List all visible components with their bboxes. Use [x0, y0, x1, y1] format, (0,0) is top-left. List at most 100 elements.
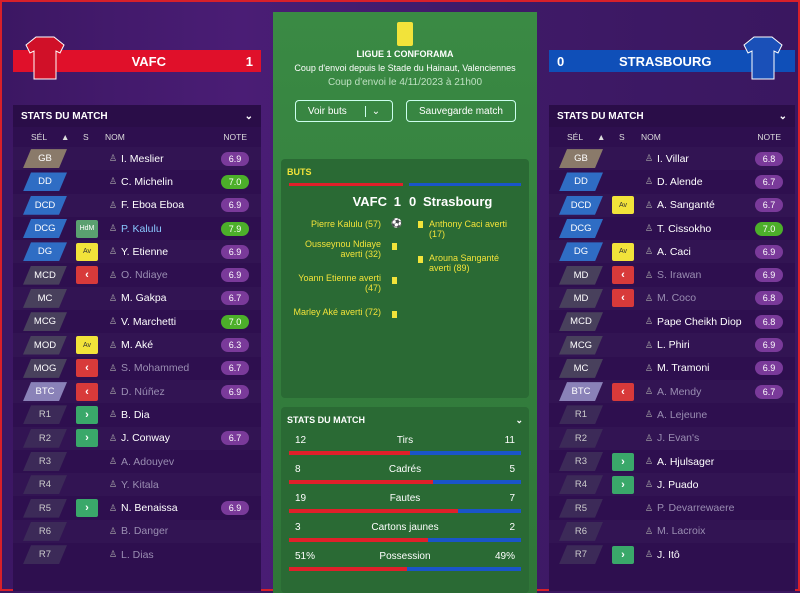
player-name[interactable]: S. Irawan: [657, 269, 702, 282]
player-row[interactable]: R7 › ♙ J. Itô: [549, 543, 795, 566]
player-name[interactable]: L. Phiri: [657, 339, 690, 352]
position-badge[interactable]: R6: [23, 522, 67, 541]
position-badge[interactable]: DG: [559, 242, 603, 261]
player-name[interactable]: A. Adouyev: [121, 455, 175, 468]
col-nom[interactable]: NOM: [641, 132, 661, 142]
player-row[interactable]: MD ‹ ♙ M. Coco 6.8: [549, 287, 795, 310]
player-row[interactable]: MCD ‹ ♙ O. Ndiaye 6.9: [13, 263, 261, 286]
position-badge[interactable]: GB: [559, 149, 603, 168]
position-badge[interactable]: R7: [559, 545, 603, 564]
player-name[interactable]: J. Puado: [657, 478, 699, 491]
player-row[interactable]: DCD ♙ F. Eboa Eboa 6.9: [13, 194, 261, 217]
col-s[interactable]: S: [83, 132, 89, 142]
player-name[interactable]: Y. Kitala: [121, 478, 159, 491]
player-row[interactable]: MCG ♙ V. Marchetti 7.0: [13, 310, 261, 333]
sort-arrow-icon[interactable]: ▲: [61, 132, 70, 142]
player-row[interactable]: MCD ♙ Pape Cheikh Diop 6.8: [549, 310, 795, 333]
player-row[interactable]: R5 ♙ P. Devarrewaere: [549, 496, 795, 519]
player-row[interactable]: R4 ♙ Y. Kitala: [13, 473, 261, 496]
position-badge[interactable]: MCD: [559, 312, 603, 331]
player-row[interactable]: DD ♙ D. Alende 6.7: [549, 170, 795, 193]
player-name[interactable]: D. Núñez: [121, 385, 165, 398]
player-name[interactable]: M. Aké: [121, 339, 154, 352]
position-badge[interactable]: DG: [23, 242, 67, 261]
player-row[interactable]: R7 ♙ L. Dias: [13, 543, 261, 566]
position-badge[interactable]: R2: [559, 429, 603, 448]
position-badge[interactable]: MD: [559, 266, 603, 285]
player-name[interactable]: J. Evan's: [657, 432, 700, 445]
col-note[interactable]: NOTE: [757, 132, 781, 142]
player-row[interactable]: DCG HdM ♙ P. Kalulu 7.9: [13, 217, 261, 240]
position-badge[interactable]: R2: [23, 429, 67, 448]
player-name[interactable]: S. Mohammed: [121, 362, 190, 375]
player-name[interactable]: V. Marchetti: [121, 315, 177, 328]
position-badge[interactable]: MCG: [559, 336, 603, 355]
player-name[interactable]: I. Villar: [657, 152, 689, 165]
home-panel-header[interactable]: STATS DU MATCH ⌄: [13, 105, 261, 127]
position-badge[interactable]: DD: [559, 172, 603, 191]
player-row[interactable]: MC ♙ M. Tramoni 6.9: [549, 357, 795, 380]
player-row[interactable]: BTC ‹ ♙ A. Mendy 6.7: [549, 380, 795, 403]
col-sel[interactable]: SÉL: [31, 132, 48, 142]
col-sel[interactable]: SÉL: [567, 132, 584, 142]
player-row[interactable]: GB ♙ I. Meslier 6.9: [13, 147, 261, 170]
position-badge[interactable]: GB: [23, 149, 67, 168]
chevron-down-icon[interactable]: ⌄: [364, 105, 380, 117]
position-badge[interactable]: MC: [23, 289, 67, 308]
position-badge[interactable]: R3: [23, 452, 67, 471]
view-goals-button[interactable]: Voir buts ⌄: [295, 100, 393, 122]
position-badge[interactable]: MD: [559, 289, 603, 308]
player-row[interactable]: DG Av ♙ Y. Etienne 6.9: [13, 240, 261, 263]
player-name[interactable]: J. Conway: [121, 432, 171, 445]
player-row[interactable]: MC ♙ M. Gakpa 6.7: [13, 287, 261, 310]
player-name[interactable]: D. Alende: [657, 175, 703, 188]
player-row[interactable]: DG Av ♙ A. Caci 6.9: [549, 240, 795, 263]
player-name[interactable]: M. Tramoni: [657, 362, 710, 375]
player-name[interactable]: M. Gakpa: [121, 292, 167, 305]
player-row[interactable]: MOG ‹ ♙ S. Mohammed 6.7: [13, 357, 261, 380]
player-name[interactable]: M. Lacroix: [657, 525, 706, 538]
player-row[interactable]: BTC ‹ ♙ D. Núñez 6.9: [13, 380, 261, 403]
position-badge[interactable]: R6: [559, 522, 603, 541]
player-row[interactable]: R2 ♙ J. Evan's: [549, 427, 795, 450]
position-badge[interactable]: DCD: [559, 196, 603, 215]
col-nom[interactable]: NOM: [105, 132, 125, 142]
position-badge[interactable]: DD: [23, 172, 67, 191]
player-name[interactable]: F. Eboa Eboa: [121, 199, 185, 212]
player-name[interactable]: A. Mendy: [657, 385, 702, 398]
position-badge[interactable]: DCG: [559, 219, 603, 238]
chevron-down-icon[interactable]: ⌄: [778, 110, 787, 122]
player-name[interactable]: A. Caci: [657, 245, 691, 258]
player-row[interactable]: DCG ♙ T. Cissokho 7.0: [549, 217, 795, 240]
player-row[interactable]: R4 › ♙ J. Puado: [549, 473, 795, 496]
away-panel-header[interactable]: STATS DU MATCH ⌄: [549, 105, 795, 127]
position-badge[interactable]: R5: [559, 499, 603, 518]
match-stats-header[interactable]: STATS DU MATCH ⌄: [281, 407, 529, 434]
player-name[interactable]: P. Devarrewaere: [657, 502, 735, 515]
position-badge[interactable]: R3: [559, 452, 603, 471]
position-badge[interactable]: R5: [23, 499, 67, 518]
position-badge[interactable]: R7: [23, 545, 67, 564]
player-row[interactable]: DD ♙ C. Michelin 7.0: [13, 170, 261, 193]
position-badge[interactable]: MCG: [23, 312, 67, 331]
player-name[interactable]: N. Benaissa: [121, 502, 178, 515]
chevron-down-icon[interactable]: ⌄: [244, 110, 253, 122]
player-name[interactable]: I. Meslier: [121, 152, 164, 165]
player-row[interactable]: R6 ♙ B. Danger: [13, 520, 261, 543]
player-row[interactable]: R1 › ♙ B. Dia: [13, 403, 261, 426]
player-row[interactable]: R3 ♙ A. Adouyev: [13, 450, 261, 473]
position-badge[interactable]: BTC: [23, 382, 67, 401]
player-name[interactable]: J. Itô: [657, 548, 680, 561]
position-badge[interactable]: R4: [559, 475, 603, 494]
player-name[interactable]: Pape Cheikh Diop: [657, 315, 742, 328]
player-row[interactable]: R3 › ♙ A. Hjulsager: [549, 450, 795, 473]
player-name[interactable]: B. Danger: [121, 525, 169, 538]
col-note[interactable]: NOTE: [223, 132, 247, 142]
player-name[interactable]: A. Lejeune: [657, 408, 708, 421]
player-row[interactable]: R2 › ♙ J. Conway 6.7: [13, 427, 261, 450]
player-row[interactable]: R1 ♙ A. Lejeune: [549, 403, 795, 426]
player-name[interactable]: P. Kalulu: [121, 222, 162, 235]
player-name[interactable]: M. Coco: [657, 292, 697, 305]
position-badge[interactable]: DCG: [23, 219, 67, 238]
player-name[interactable]: A. Hjulsager: [657, 455, 715, 468]
